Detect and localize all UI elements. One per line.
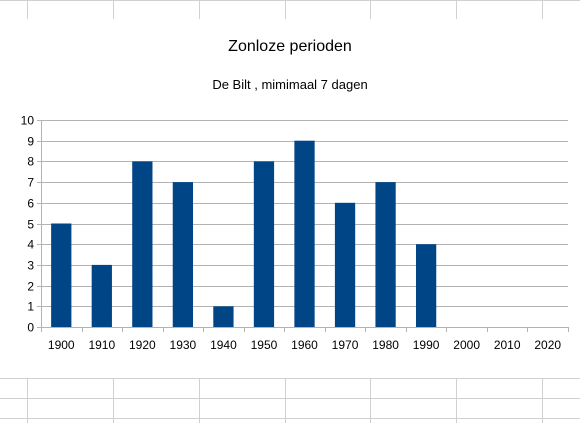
- y-tick-label: 1: [27, 300, 34, 314]
- x-tick-label: 1940: [210, 338, 237, 352]
- y-tick-label: 6: [27, 197, 34, 211]
- bar-1910: [91, 264, 112, 327]
- y-tick-label: 2: [27, 280, 34, 294]
- y-tick-label: 5: [27, 218, 34, 232]
- x-tick-label: 1930: [170, 338, 197, 352]
- y-tick-label: 3: [27, 259, 34, 273]
- y-tick-label: 8: [27, 155, 34, 169]
- x-tick-label: 1970: [332, 338, 359, 352]
- x-tick-label: 2000: [453, 338, 480, 352]
- y-tick-label: 9: [27, 135, 34, 149]
- bar-1920: [132, 161, 153, 327]
- x-tick-label: 1980: [372, 338, 399, 352]
- bar-1970: [334, 202, 356, 327]
- bar-1990: [415, 244, 437, 327]
- x-tick-label: 1990: [413, 338, 440, 352]
- y-tick-label: 10: [21, 114, 35, 128]
- x-tick-label: 1920: [129, 338, 156, 352]
- axes: [41, 120, 569, 332]
- x-tick-label: 2020: [534, 338, 561, 352]
- bar-1980: [375, 182, 396, 327]
- chart-subtitle: De Bilt , mimimaal 7 dagen: [212, 77, 367, 92]
- bar-1940: [213, 306, 234, 327]
- x-tick-label: 2010: [494, 338, 521, 352]
- y-tick-label: 7: [27, 176, 34, 190]
- y-tick-label: 0: [27, 321, 34, 335]
- x-axis-tick-labels: 1900 1910 1920 1930 1940 1950 1960 1970 1980 1990…: [48, 338, 561, 352]
- bar-1950: [253, 161, 275, 327]
- x-tick-label: 1900: [48, 338, 75, 352]
- y-tick-label: 4: [27, 238, 34, 252]
- chart[interactable]: Zonloze perioden De Bilt , mimimaal 7 da…: [0, 19, 580, 377]
- bar-1900: [51, 223, 72, 327]
- bar-1960: [294, 140, 315, 327]
- bar-series: [51, 140, 437, 327]
- bar-1930: [172, 182, 194, 327]
- y-axis-tick-labels: 0 1 2 3 4 5 6 7 8 9 10: [21, 114, 35, 335]
- x-tick-label: 1950: [251, 338, 278, 352]
- x-tick-label: 1960: [291, 338, 318, 352]
- x-tick-label: 1910: [88, 338, 115, 352]
- chart-background: [0, 19, 580, 377]
- chart-title: Zonloze perioden: [228, 38, 352, 55]
